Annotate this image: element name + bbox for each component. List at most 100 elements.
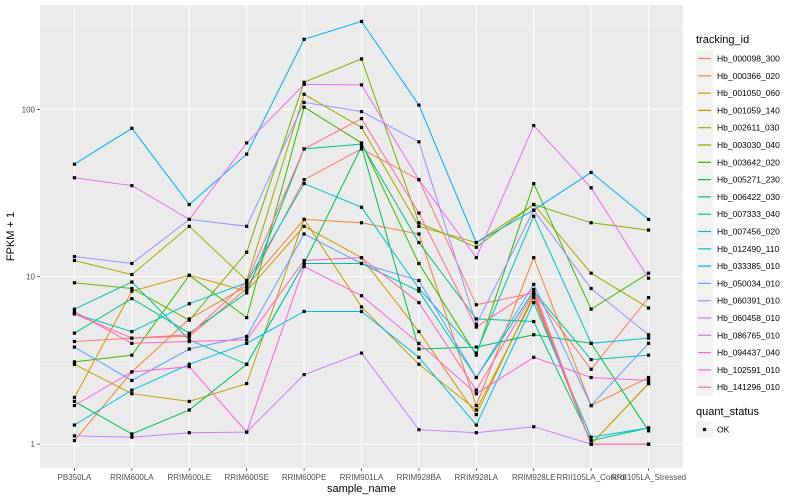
data-point-Hb_000366_020 — [646, 375, 651, 380]
data-point-Hb_007333_040 — [245, 362, 249, 366]
legend-label: Hb_001059_140 — [717, 105, 780, 115]
data-point-Hb_007333_040 — [589, 357, 593, 362]
data-point-Hb_141296_010 — [589, 442, 593, 446]
data-point-Hb_001059_140 — [187, 399, 191, 403]
data-point-Hb_007333_040 — [646, 353, 651, 357]
data-point-Hb_001059_140 — [359, 305, 364, 309]
legend-item-Hb_086765_010[interactable]: Hb_086765_010 — [696, 326, 780, 344]
data-point-Hb_012490_110 — [302, 309, 306, 314]
x-tick-label: PB350LA — [58, 473, 92, 482]
data-point-Hb_060391_010 — [359, 109, 364, 114]
y-axis-title: FPKM + 1 — [5, 212, 17, 261]
legend-item-Hb_094437_040[interactable]: Hb_094437_040 — [696, 344, 780, 362]
data-point-Hb_000366_020 — [474, 403, 478, 408]
data-point-Hb_001059_140 — [474, 408, 478, 412]
data-point-Hb_012490_110 — [359, 309, 364, 314]
legend-label: Hb_141296_010 — [717, 382, 780, 392]
legend-item-Hb_000098_300[interactable]: Hb_000098_300 — [696, 50, 780, 67]
data-point-Hb_003642_020 — [589, 307, 593, 311]
legend-label: Hb_033385_010 — [717, 261, 780, 271]
data-point-Hb_002611_030 — [589, 271, 593, 275]
legend-item-Hb_002611_030[interactable]: Hb_002611_030 — [696, 119, 780, 137]
data-point-Hb_001059_140 — [72, 362, 77, 366]
data-point-Hb_012490_110 — [245, 341, 249, 345]
data-point-Hb_102591_010 — [130, 341, 134, 345]
x-axis: PB350LA RRIM600LA RRIM600LE RRIM600SE RRIM60… — [58, 468, 686, 482]
data-point-Hb_001059_140 — [245, 381, 249, 386]
legend-item-Hb_012490_110[interactable]: Hb_012490_110 — [696, 240, 780, 258]
data-point-Hb_005271_230 — [72, 399, 77, 403]
data-point-Hb_086765_010 — [646, 276, 651, 280]
legend-item-Hb_060391_010[interactable]: Hb_060391_010 — [696, 292, 780, 310]
data-point-Hb_033385_010 — [646, 217, 651, 222]
legend-label: Hb_002611_030 — [717, 123, 780, 133]
data-point-Hb_086765_010 — [589, 186, 593, 190]
data-point-Hb_001059_140 — [130, 392, 134, 396]
legend-item-Hb_003642_020[interactable]: Hb_003642_020 — [696, 153, 780, 171]
data-point-Hb_007333_040 — [187, 338, 191, 342]
x-axis-title: sample_name — [327, 483, 396, 495]
data-point-Hb_033385_010 — [589, 170, 593, 174]
data-point-Hb_006422_030 — [589, 438, 593, 443]
data-point-Hb_050034_010 — [245, 334, 249, 339]
legend-item-Hb_006422_030[interactable]: Hb_006422_030 — [696, 188, 780, 206]
data-point-Hb_094437_040 — [589, 375, 593, 380]
legend-item-Hb_003030_040[interactable]: Hb_003030_040 — [696, 136, 780, 154]
data-point-Hb_007333_040 — [72, 307, 77, 311]
data-point-Hb_033385_010 — [417, 103, 421, 107]
legend-label: Hb_060391_010 — [717, 296, 780, 306]
data-point-Hb_060391_010 — [646, 333, 651, 337]
data-point-Hb_060391_010 — [474, 322, 478, 326]
legend-item-Hb_102591_010[interactable]: Hb_102591_010 — [696, 361, 780, 379]
data-point-Hb_007456_020 — [130, 330, 134, 334]
data-point-Hb_000366_020 — [417, 232, 421, 236]
legend-label: Hb_060458_010 — [717, 313, 780, 323]
legend-item-Hb_060458_010[interactable]: Hb_060458_010 — [696, 309, 780, 327]
x-tick-label: RRIM928LE — [512, 473, 556, 482]
data-point-Hb_012490_110 — [130, 388, 134, 392]
data-point-Hb_003642_020 — [187, 273, 191, 277]
data-point-Hb_086765_010 — [130, 184, 134, 188]
legend-label: Hb_003642_020 — [717, 157, 780, 167]
x-tick-label: RRIM600LE — [167, 473, 211, 482]
legend-label: Hb_007456_020 — [717, 227, 780, 237]
data-point-Hb_060458_010 — [187, 431, 191, 435]
data-point-Hb_000098_300 — [302, 178, 306, 182]
legend-item-Hb_005271_230[interactable]: Hb_005271_230 — [696, 171, 780, 189]
legend-label: Hb_086765_010 — [717, 330, 780, 340]
data-point-Hb_002611_030 — [417, 224, 421, 228]
legend-item-Hb_001050_060[interactable]: Hb_001050_060 — [696, 84, 780, 102]
data-point-Hb_005271_230 — [187, 408, 191, 412]
legend-item-Hb_001059_140[interactable]: Hb_001059_140 — [696, 101, 780, 119]
data-point-Hb_050034_010 — [532, 282, 536, 286]
data-point-Hb_102591_010 — [245, 338, 249, 342]
data-point-Hb_001050_060 — [474, 413, 478, 417]
data-point-Hb_001050_060 — [130, 289, 134, 293]
data-point-Hb_003030_040 — [187, 318, 191, 322]
data-point-Hb_012490_110 — [589, 435, 593, 439]
data-point-Hb_094437_040 — [187, 365, 191, 369]
data-point-Hb_060458_010 — [72, 434, 77, 438]
legend-item-Hb_000366_020[interactable]: Hb_000366_020 — [696, 67, 780, 85]
data-point-Hb_002611_030 — [187, 224, 191, 228]
data-point-Hb_003030_040 — [646, 228, 651, 232]
legend-item-Hb_050034_010[interactable]: Hb_050034_010 — [696, 274, 780, 292]
data-point-Hb_000098_300 — [187, 334, 191, 339]
data-point-Hb_003030_040 — [532, 202, 536, 207]
legend-item-Hb_141296_010[interactable]: Hb_141296_010 — [696, 378, 780, 396]
data-point-Hb_001050_060 — [417, 330, 421, 334]
data-point-Hb_141296_010 — [72, 312, 77, 316]
legend-item-Hb_033385_010[interactable]: Hb_033385_010 — [696, 257, 780, 275]
legend-label: Hb_005271_230 — [717, 175, 780, 185]
data-point-Hb_102591_010 — [359, 256, 364, 260]
grid-major — [40, 5, 683, 468]
data-point-Hb_006422_030 — [417, 240, 421, 245]
data-point-Hb_060391_010 — [417, 140, 421, 144]
legend-item-OK[interactable]: OK — [696, 421, 730, 438]
x-tick-label: RRIM928BA — [397, 473, 442, 482]
data-point-Hb_005271_230 — [532, 333, 536, 337]
legend-item-Hb_007333_040[interactable]: Hb_007333_040 — [696, 205, 780, 223]
legend-item-Hb_007456_020[interactable]: Hb_007456_020 — [696, 223, 780, 240]
data-point-Hb_001059_140 — [417, 362, 421, 366]
y-axis: 1 10 100 — [22, 105, 40, 449]
